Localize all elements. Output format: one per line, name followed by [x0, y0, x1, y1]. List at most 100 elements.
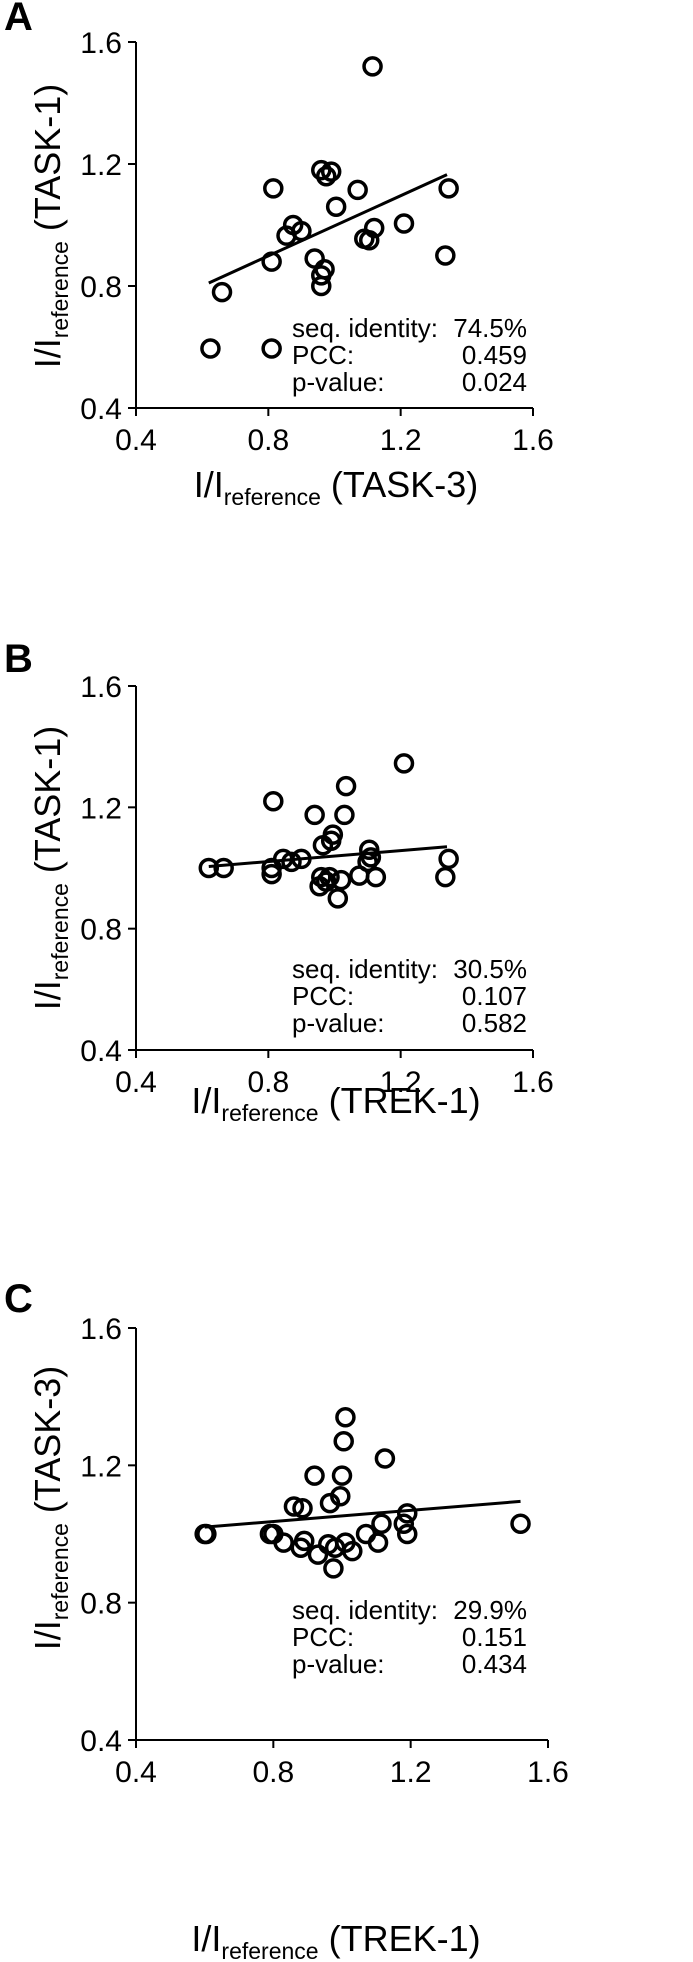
stat-value-pcc: 0.151: [462, 1622, 527, 1652]
stat-value-pcc: 0.459: [462, 340, 527, 370]
y-tick-label: 1.2: [80, 1450, 122, 1483]
stat-label-p-value: p-value:: [292, 1008, 385, 1038]
x-tick-label: 1.6: [512, 1066, 554, 1099]
x-tick-label: 1.6: [512, 424, 554, 457]
data-point: [334, 804, 355, 826]
data-point: [360, 847, 382, 868]
y-tick-label: 1.6: [80, 27, 122, 60]
x-tick-label: 0.4: [115, 1066, 157, 1099]
data-point: [263, 791, 284, 812]
data-point: [314, 258, 335, 280]
panel-letter: A: [4, 0, 33, 39]
y-tick-label: 0.4: [80, 393, 122, 426]
data-point: [438, 178, 459, 199]
data-point: [335, 775, 357, 797]
y-axis-title: I/Ireference (TASK-3): [27, 1366, 73, 1651]
data-point: [358, 230, 380, 251]
y-tick-label: 0.4: [80, 1035, 122, 1068]
data-point: [291, 848, 312, 870]
stat-value-identity: 30.5%: [453, 954, 527, 984]
data-point: [311, 866, 332, 888]
x-tick-label: 0.4: [115, 1756, 157, 1789]
stat-label-pcc: PCC:: [292, 340, 354, 370]
x-tick-label: 0.8: [247, 1066, 289, 1099]
data-point: [363, 217, 385, 239]
data-point: [347, 179, 368, 201]
data-point: [323, 1558, 344, 1579]
y-tick-label: 1.6: [80, 671, 122, 704]
data-point: [393, 753, 415, 774]
y-axis-title: I/Ireference (TASK-1): [27, 84, 73, 369]
trend-line: [204, 1499, 521, 1529]
data-point: [355, 1523, 377, 1545]
data-point: [283, 1496, 305, 1517]
x-axis-title: I/Ireference (TREK-1): [191, 1918, 480, 1962]
x-tick-label: 0.8: [252, 1756, 294, 1789]
y-tick-label: 1.2: [80, 792, 122, 825]
stat-value-p-value: 0.582: [462, 1008, 527, 1038]
data-point: [263, 178, 284, 199]
data-point: [330, 869, 352, 891]
data-point: [293, 1530, 315, 1552]
data-point: [325, 196, 347, 217]
data-point: [435, 245, 456, 266]
trend-line: [208, 845, 448, 868]
data-point: [342, 1540, 363, 1562]
stat-label-p-value: p-value:: [292, 367, 385, 397]
x-axis-title: I/Ireference (TREK-1): [191, 1080, 480, 1126]
x-tick-label: 0.4: [115, 424, 157, 457]
data-point: [319, 866, 340, 888]
data-point: [281, 851, 302, 873]
x-axis-title: I/Ireference (TASK-3): [194, 464, 479, 510]
data-point: [510, 1513, 531, 1534]
chart-a: 0.4 0.8 1.2 1.6 0.4 0.8 1.2 1.6 A seq. identity:…: [4, 0, 554, 510]
data-point: [330, 1485, 351, 1507]
panel-a: 0.4 0.8 1.2 1.6 0.4 0.8 1.2 1.6 A seq. identity:…: [0, 0, 693, 640]
data-point: [362, 56, 383, 77]
data-point: [320, 161, 342, 182]
data-point: [396, 1503, 418, 1524]
data-point: [438, 848, 459, 870]
panel-b: 0.4 0.8 1.2 1.6 0.4 0.8 1.2 1.6 B seq. identity:…: [0, 642, 693, 1282]
data-point: [371, 1513, 392, 1534]
data-point: [304, 1465, 325, 1486]
x-tick-label: 1.2: [380, 424, 422, 457]
x-tick-label: 1.2: [390, 1756, 432, 1789]
stat-value-identity: 74.5%: [453, 313, 527, 343]
stat-label-pcc: PCC:: [292, 981, 354, 1011]
data-point: [435, 866, 456, 888]
data-point: [261, 863, 282, 885]
data-point: [333, 1431, 354, 1452]
y-tick-label: 0.8: [80, 271, 122, 304]
stat-label-identity: seq. identity:: [292, 954, 438, 984]
stat-value-p-value: 0.024: [462, 367, 527, 397]
data-point: [393, 213, 415, 234]
data-point: [335, 1407, 356, 1428]
stat-value-p-value: 0.434: [462, 1649, 527, 1679]
plot-area: 0.4 0.8 1.2 1.6 0.4 0.8 1.2 1.6: [80, 671, 554, 1099]
data-point: [213, 857, 234, 879]
stat-label-identity: seq. identity:: [292, 313, 438, 343]
data-point: [393, 1513, 415, 1534]
data-point: [261, 251, 282, 272]
data-point: [291, 220, 312, 242]
plot-area: 0.4 0.8 1.2 1.6 0.4 0.8 1.2 1.6: [80, 27, 554, 457]
data-point: [307, 1544, 329, 1565]
x-tick-label: 0.8: [247, 424, 289, 457]
data-point: [198, 857, 220, 879]
data-point: [211, 281, 233, 303]
stat-label-p-value: p-value:: [292, 1649, 385, 1679]
data-point: [367, 1532, 389, 1553]
trend-line: [208, 173, 448, 285]
stat-value-identity: 29.9%: [453, 1595, 527, 1625]
data-point: [196, 1523, 217, 1545]
stat-value-pcc: 0.107: [462, 981, 527, 1011]
y-axis-title: I/Ireference (TASK-1): [27, 726, 73, 1011]
y-tick-label: 1.6: [80, 1313, 122, 1346]
stats-block: seq. identity: 29.9% PCC: 0.151 p-value:…: [292, 1595, 527, 1679]
y-tick-label: 0.4: [80, 1725, 122, 1758]
x-tick-label: 1.2: [380, 1066, 422, 1099]
data-point: [261, 338, 282, 359]
stats-block: seq. identity: 30.5% PCC: 0.107 p-value:…: [292, 954, 527, 1038]
stats-block: seq. identity: 74.5% PCC: 0.459 p-value:…: [292, 313, 527, 397]
